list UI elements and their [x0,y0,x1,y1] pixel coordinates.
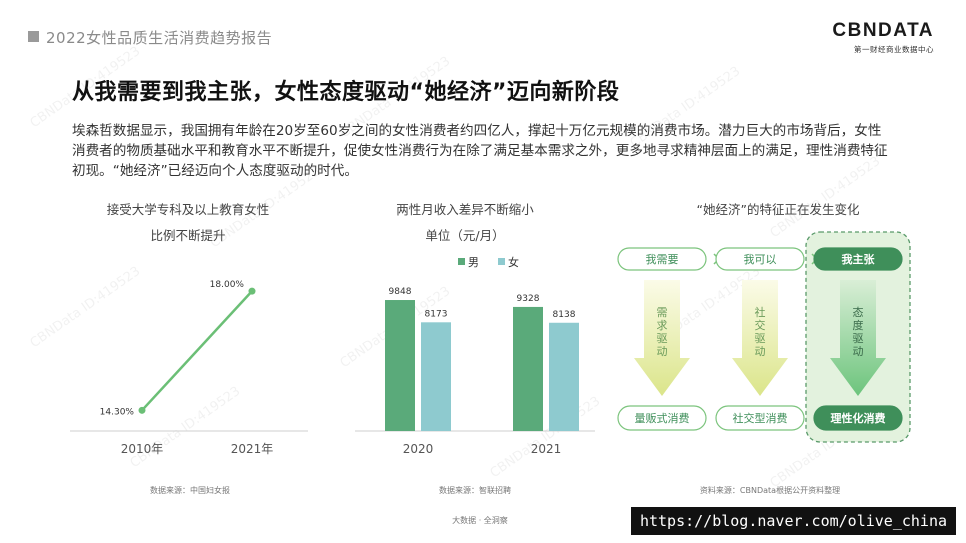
line-point [248,287,256,295]
line-data-label: 14.30% [100,407,135,417]
bar-legend-swatch [498,258,505,265]
stage-pill [813,247,903,271]
report-title: 2022女性品质生活消费趋势报告 [46,29,273,47]
stage-pill [715,247,805,271]
line-chart-source: 数据来源：中国妇女报 [150,486,230,495]
driver-arrow [634,280,690,396]
bar-data-label: 8138 [553,310,576,320]
driver-label: 需 [657,306,668,319]
bar-chart-title-line1: 两性月收入差异不断缩小 [396,202,534,217]
bar-chart-title-line2: 单位（元/月） [425,228,505,243]
stage-pill-label: 我可以 [744,253,777,266]
driver-label: 求 [657,319,668,332]
stage-pill [617,247,707,271]
driver-label: 度 [853,318,864,332]
diagram-source: 资料来源：CBNData根据公开资料整理 [699,486,841,495]
consumption-pill [617,405,707,431]
consumption-pill-label: 社交型消费 [733,411,788,425]
footer-tagline: 大数据 · 全洞察 [452,516,508,525]
line-data-label: 18.00% [210,280,245,290]
driver-label: 交 [755,318,766,332]
driver-arrow [830,280,886,396]
stage-pill-label: 我主张 [842,252,876,266]
cbndata-logo-subtitle: 第一财经商业数据中心 [854,45,934,54]
driver-label: 社 [755,305,766,319]
driver-label: 驱 [657,332,668,345]
blog-url-badge[interactable]: https://blog.naver.com/olive_china [630,507,956,535]
bar-data-label: 9328 [517,294,540,304]
bar-chart-title: 两性月收入差异不断缩小 单位（元/月） [370,197,560,249]
bar [549,322,579,431]
consumption-pill-label: 理性化消费 [831,411,886,425]
line-point [138,406,146,414]
bar [385,300,415,431]
bar-x-tick-label: 2020 [403,442,434,456]
diagram-title: “她经济”的特征正在发生变化 [696,202,860,217]
bar-legend-label: 女 [508,255,519,269]
bar-data-label: 8173 [425,309,448,319]
driver-label: 动 [657,345,668,358]
driver-label: 态 [853,306,864,319]
bar-legend-swatch [458,258,465,265]
intro-paragraph: 埃森哲数据显示，我国拥有年龄在20岁至60岁之间的女性消费者约四亿人，撑起十万亿… [72,123,888,179]
bar-chart-source: 数据来源：智联招聘 [439,486,511,495]
bar-legend-label: 男 [468,256,479,269]
driver-label: 动 [755,345,766,358]
bar-x-tick-label: 2021 [531,442,562,456]
cbndata-logo: CBNDATA [832,20,934,41]
consumption-pill-label: 量贩式消费 [635,411,690,425]
header-square-icon [28,31,39,42]
line-chart-title: 接受大学专科及以上教育女性 比例不断提升 [88,197,288,249]
stage-pill-label: 我需要 [646,253,679,266]
line-chart-title-line1: 接受大学专科及以上教育女性 [106,202,270,217]
driver-arrow [732,280,788,396]
driver-label: 驱 [755,332,766,345]
bar-data-label: 9848 [389,287,412,297]
consumption-pill [715,405,805,431]
bar [513,306,543,431]
line-x-tick-label: 2010年 [121,442,164,456]
consumption-pill [813,405,903,431]
page-headline: 从我需要到我主张，女性态度驱动“她经济”迈向新阶段 [72,80,620,105]
driver-label: 驱 [853,332,864,345]
bar [421,322,451,431]
driver-label: 动 [853,345,864,358]
income-bar-chart: 男 女 9848 8173 2020 9328 8138 2021 [355,255,595,456]
line-chart-title-line2: 比例不断提升 [150,228,226,243]
line-series [141,290,253,412]
line-x-tick-label: 2021年 [231,442,274,456]
education-line-chart: 14.30% 2010年 18.00% 2021年 [70,280,308,456]
